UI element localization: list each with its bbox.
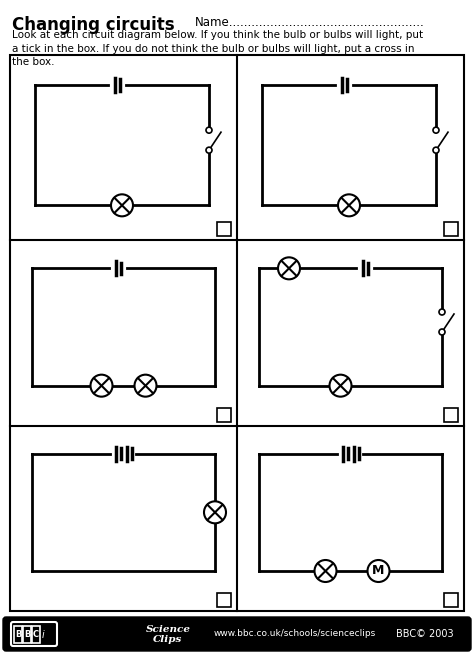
Text: B: B (24, 630, 30, 639)
Text: i: i (42, 629, 45, 639)
Bar (23, 626, 31, 643)
Text: www.bbc.co.uk/schools/scienceclips: www.bbc.co.uk/schools/scienceclips (214, 629, 376, 639)
Text: C: C (33, 630, 39, 639)
Text: Name....................................................: Name....................................… (195, 16, 425, 29)
Bar (32, 626, 40, 643)
Bar (217, 593, 231, 607)
Text: Clips: Clips (153, 635, 182, 643)
Text: BBC© 2003: BBC© 2003 (396, 629, 454, 639)
FancyBboxPatch shape (3, 617, 471, 651)
Text: B: B (15, 630, 21, 639)
Circle shape (206, 127, 212, 133)
Bar (10, 55, 464, 611)
Circle shape (439, 309, 445, 315)
Text: Changing circuits: Changing circuits (12, 16, 174, 34)
FancyBboxPatch shape (11, 622, 57, 646)
Bar (444, 407, 458, 422)
Text: Science: Science (146, 626, 191, 635)
Circle shape (439, 329, 445, 335)
Bar (14, 626, 22, 643)
Text: Look at each circuit diagram below. If you think the bulb or bulbs will light, p: Look at each circuit diagram below. If y… (12, 30, 423, 67)
Circle shape (433, 127, 439, 133)
Text: M: M (372, 564, 385, 577)
Bar (217, 222, 231, 236)
Bar (444, 222, 458, 236)
Bar (217, 407, 231, 422)
Circle shape (206, 147, 212, 153)
Bar (444, 593, 458, 607)
Circle shape (433, 147, 439, 153)
